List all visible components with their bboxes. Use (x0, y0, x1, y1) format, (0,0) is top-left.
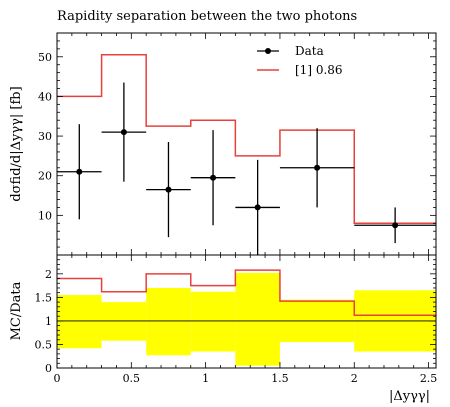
main-y-tick-label: 40 (38, 90, 52, 103)
legend: Data [1] 0.86 (257, 44, 343, 77)
ratio-y-tick-label: 0 (45, 362, 52, 375)
main-ticks (56, 32, 436, 256)
ratio-mc-histogram-line (57, 269, 436, 317)
ratio-uncertainty-band (146, 287, 191, 356)
ratio-y-tick-label: 2 (45, 268, 52, 281)
x-tick-label: 1 (202, 372, 209, 385)
x-tick-label: 2 (351, 372, 358, 385)
legend-data-marker (265, 48, 271, 54)
plot-title: Rapidity separation between the two phot… (57, 9, 357, 24)
ratio-y-tick-labels: 0 0.5 1 1.5 2 (35, 268, 53, 375)
ratio-ticks (56, 254, 436, 369)
main-frame (56, 32, 437, 256)
ratio-uncertainty-band (190, 291, 236, 352)
ratio-y-tick-label: 1.5 (35, 291, 53, 304)
ratio-mc-line-layer (57, 269, 436, 317)
x-tick-label: 0 (54, 372, 61, 385)
legend-data-label: Data (295, 44, 324, 58)
y-axis-title-ratio: MC/Data (9, 281, 24, 340)
x-tick-label: 0.5 (123, 372, 141, 385)
data-point (254, 204, 261, 211)
ratio-uncertainty-band (101, 302, 147, 341)
x-axis-title: |Δyγγ| (389, 389, 430, 404)
ratio-panel: 0 0.5 1 1.5 2 0 0.5 1 1.5 2 2.5 (35, 254, 438, 385)
data-point (165, 186, 172, 193)
main-y-tick-label: 20 (38, 170, 52, 183)
x-tick-label: 2.5 (420, 372, 438, 385)
ratio-band-layer (57, 272, 436, 366)
data-point (76, 168, 83, 175)
main-y-tick-label: 50 (38, 51, 52, 64)
data-point (392, 222, 399, 229)
data-point (314, 164, 321, 171)
main-y-tick-label: 10 (38, 209, 52, 222)
main-data-points-layer (57, 82, 436, 255)
y-axis-title-main: dσfid/d|Δyγγ| [fb] (9, 86, 24, 201)
ratio-y-tick-label: 0.5 (35, 338, 53, 351)
ratio-uncertainty-band (235, 272, 280, 366)
mc-histogram-line (57, 54, 436, 225)
data-point (210, 174, 217, 181)
x-tick-labels: 0 0.5 1 1.5 2 2.5 (54, 372, 438, 385)
main-mc-line-layer (57, 54, 436, 225)
ratio-uncertainty-band (57, 295, 102, 349)
data-point (120, 129, 127, 136)
legend-mc-label: [1] 0.86 (295, 63, 343, 77)
main-y-tick-label: 30 (38, 130, 52, 143)
ratio-y-tick-label: 1 (45, 315, 52, 328)
main-panel: 10 20 30 40 50 (38, 32, 437, 256)
x-tick-label: 1.5 (271, 372, 289, 385)
main-y-tick-labels: 10 20 30 40 50 (38, 51, 52, 223)
